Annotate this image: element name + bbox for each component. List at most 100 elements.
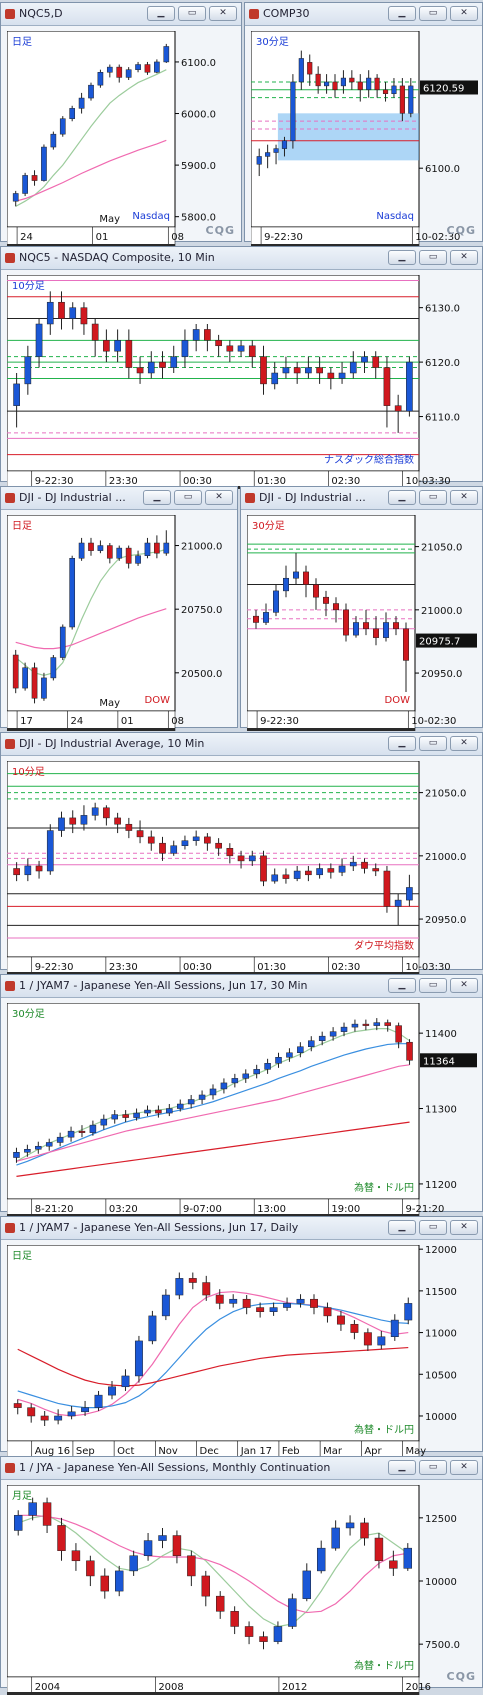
x-tick-label: 9-07:00 [183, 1204, 222, 1215]
restore-button[interactable]: ▭ [419, 1460, 447, 1475]
plot-area[interactable] [7, 1003, 420, 1200]
candle [147, 351, 155, 379]
minimize-button[interactable]: ▁ [388, 490, 416, 505]
restore-button[interactable]: ▭ [419, 490, 447, 505]
restore-button[interactable]: ▭ [419, 6, 447, 21]
close-button[interactable]: ✕ [450, 1460, 478, 1475]
restore-button[interactable]: ▭ [419, 250, 447, 265]
chart[interactable]: 20950.0 21000.0 21050.0 20975.7 9-22:30 10-02… [247, 515, 478, 731]
minimize-button[interactable]: ▁ [388, 1220, 416, 1235]
chart-window-w8[interactable]: 1 / JYAM7 - Japanese Yen-All Sessions, J… [0, 1216, 483, 1459]
candle [283, 1297, 292, 1311]
close-button[interactable]: ✕ [450, 250, 478, 265]
restore-button[interactable]: ▭ [419, 978, 447, 993]
close-button[interactable]: ✕ [450, 978, 478, 993]
restore-button[interactable]: ▭ [178, 6, 206, 21]
close-button[interactable]: ✕ [450, 1220, 478, 1235]
instrument-label: ダウ平均指数 [354, 939, 414, 952]
minimize-button[interactable]: ▁ [388, 978, 416, 993]
close-button[interactable]: ✕ [450, 6, 478, 21]
moving-average-line [16, 1043, 410, 1166]
chart[interactable]: 6100.0 6120.59 9-22:30 10-02:30 30分足 Nasdaq [251, 31, 479, 247]
app-icon [5, 1463, 15, 1473]
candle [89, 1120, 97, 1136]
title-bar[interactable]: 1 / JYAM7 - Japanese Yen-All Sessions, J… [1, 975, 482, 998]
candle [28, 1497, 37, 1521]
candle [42, 1497, 52, 1533]
chart-window-w3[interactable]: NQC5 - NASDAQ Composite, 10 Min ▁ ▭ ✕ 6110.0… [0, 246, 483, 489]
title-bar[interactable]: 1 / JYA - Japanese Yen-All Sessions, Mon… [1, 1457, 482, 1480]
minimize-button[interactable]: ▁ [143, 490, 171, 505]
x-tick-label: 9-22:30 [35, 476, 74, 487]
title-bar[interactable]: DJI - DJ Industrial ... ▁ ▭ ✕ [1, 487, 237, 510]
plot-area[interactable] [7, 1245, 420, 1442]
x-tick-label: May [406, 1446, 427, 1457]
title-bar[interactable]: COMP30 ▁ ▭ ✕ [245, 3, 482, 26]
title-bar[interactable]: DJI - DJ Industrial Average, 10 Min ▁ ▭ ✕ [1, 733, 482, 756]
minimize-button[interactable]: ▁ [388, 1460, 416, 1475]
minimize-button[interactable]: ▁ [388, 250, 416, 265]
plot-area[interactable] [7, 761, 420, 958]
chart[interactable]: 20950.0 21000.0 21050.0 9-22:30 23:30 00:30 01… [7, 761, 478, 975]
chart[interactable]: 5800.0 5900.0 6000.0 6100.0 24 01 08 May 日足 Nasda… [7, 31, 233, 247]
candle [253, 1064, 260, 1079]
candle [166, 1104, 173, 1117]
cqg-logo: CQG [446, 224, 476, 237]
title-bar[interactable]: DJI - DJ Industrial ... ▁ ▭ ✕ [241, 487, 482, 510]
chart[interactable]: 20500.0 20750.0 21000.0 17 24 01 08 May 日足 DOW [7, 515, 237, 731]
last-value-marker [416, 633, 477, 648]
plot-area[interactable] [7, 275, 420, 472]
chart-window-w6[interactable]: DJI - DJ Industrial Average, 10 Min ▁ ▭ ✕ 20… [0, 732, 483, 975]
chart-window-w7[interactable]: 1 / JYAM7 - Japanese Yen-All Sessions, J… [0, 974, 483, 1217]
close-button[interactable]: ✕ [209, 6, 237, 21]
candle [71, 1543, 81, 1571]
candle [24, 858, 32, 882]
candle [389, 1550, 398, 1576]
close-button[interactable]: ✕ [205, 490, 233, 505]
chart-window-w4[interactable]: DJI - DJ Industrial ... ▁ ▭ ✕ 20500.0 20750.0… [0, 486, 238, 731]
candle [91, 318, 99, 357]
chart-window-w2[interactable]: COMP30 ▁ ▭ ✕ 6100.0 6120.59 9-22:30 10-02:30 30分… [244, 2, 483, 247]
close-button[interactable]: ✕ [450, 736, 478, 751]
candle [88, 82, 94, 101]
candle [108, 1380, 116, 1400]
y-tick-label: 6100.0 [425, 164, 460, 175]
x-tick-label: 23:30 [109, 962, 138, 973]
window-title: NQC5 - NASDAQ Composite, 10 Min [19, 251, 215, 264]
candle [372, 351, 380, 379]
candle [215, 1289, 224, 1310]
candle [143, 1533, 153, 1561]
restore-button[interactable]: ▭ [174, 490, 202, 505]
chart[interactable]: 11200 11300 11400 11364 8-21:20 03:20 9-07:00 1… [7, 1003, 478, 1217]
x-tick-label: Apr [364, 1446, 382, 1457]
title-bar[interactable]: NQC5 - NASDAQ Composite, 10 Min ▁ ▭ ✕ [1, 247, 482, 270]
chart[interactable]: 6110.0 6120.0 6130.0 9-22:30 23:30 00:30 01:30… [7, 275, 478, 489]
plot-area[interactable] [247, 515, 416, 712]
chart-window-w5[interactable]: DJI - DJ Industrial ... ▁ ▭ ✕ 20950.0 21000.0… [240, 486, 483, 731]
y-tick-label: 5900.0 [181, 161, 216, 172]
plot-area[interactable] [7, 1485, 420, 1678]
minimize-button[interactable]: ▁ [388, 736, 416, 751]
x-tick-label: 19:00 [331, 1204, 360, 1215]
title-bar[interactable]: NQC5,D ▁ ▭ ✕ [1, 3, 241, 26]
chart-window-w9[interactable]: 1 / JYA - Japanese Yen-All Sessions, Mon… [0, 1456, 483, 1695]
chart[interactable]: 10000 10500 11000 11500 12000 Aug 16 Sep Oct Nov… [7, 1245, 478, 1459]
candle [293, 865, 301, 882]
candle [144, 61, 151, 75]
chart-window-w1[interactable]: NQC5,D ▁ ▭ ✕ 5800.0 5900.0 6000.0 6100.0 24 01 08 M… [0, 2, 242, 247]
minimize-button[interactable]: ▁ [388, 6, 416, 21]
restore-button[interactable]: ▭ [419, 736, 447, 751]
candle [265, 144, 271, 169]
plot-area[interactable] [7, 31, 176, 228]
x-tick-label: 00:30 [183, 962, 212, 973]
minimize-button[interactable]: ▁ [147, 6, 175, 21]
close-button[interactable]: ✕ [450, 490, 478, 505]
restore-button[interactable]: ▭ [419, 1220, 447, 1235]
y-tick-label: 20950.0 [425, 915, 466, 926]
candle [12, 649, 19, 694]
y-tick-label: 10000 [425, 1577, 457, 1588]
title-bar[interactable]: 1 / JYAM7 - Japanese Yen-All Sessions, J… [1, 1217, 482, 1240]
last-value-label: 11364 [423, 1056, 455, 1067]
candle [220, 1078, 228, 1094]
